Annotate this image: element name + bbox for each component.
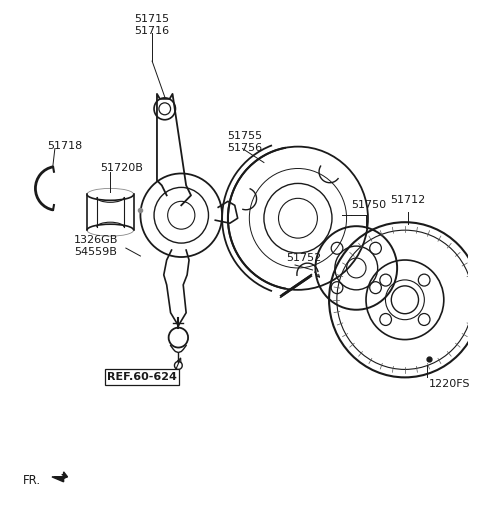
Text: 51715: 51715: [134, 14, 169, 25]
Text: 51718: 51718: [47, 140, 83, 151]
Polygon shape: [52, 472, 68, 482]
Text: REF.60-624: REF.60-624: [108, 372, 177, 383]
FancyBboxPatch shape: [106, 370, 180, 385]
Text: 1220FS: 1220FS: [429, 379, 471, 389]
Text: 51756: 51756: [227, 143, 262, 152]
Text: 54559B: 54559B: [74, 247, 117, 257]
Text: 51716: 51716: [134, 26, 169, 36]
Text: 51712: 51712: [390, 195, 425, 205]
Text: 51720B: 51720B: [101, 163, 144, 173]
Text: 1326GB: 1326GB: [74, 235, 119, 245]
Text: 51752: 51752: [286, 253, 322, 263]
Text: 51755: 51755: [227, 130, 262, 140]
Text: 51750: 51750: [351, 200, 386, 210]
Text: FR.: FR.: [23, 474, 41, 488]
